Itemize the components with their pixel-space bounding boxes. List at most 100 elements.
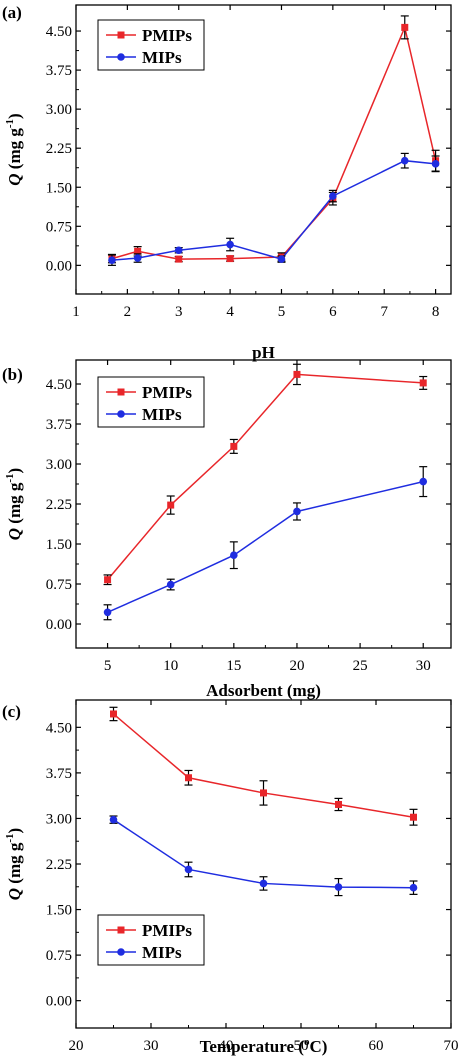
data-point [104,576,112,584]
data-point [260,789,267,797]
x-tick-label: 40 [219,1038,234,1054]
data-point [166,580,175,589]
data-point [293,507,301,516]
x-tick-label: 25 [353,658,368,674]
legend-box [97,914,205,966]
x-axis-title: Temperature (oC) [200,1036,328,1056]
x-tick-label: 20 [69,1038,84,1054]
x-tick-label: 1 [72,304,80,320]
x-tick-label: 3 [175,304,183,320]
x-axis-title: pH [252,343,275,362]
data-point [230,551,238,559]
legend-marker [117,31,125,39]
data-point [110,710,117,718]
data-point [335,800,342,808]
legend-label: PMIPs [142,383,192,402]
chart-panel-a: (a) 1 2 3 4 5 6 7 8 0.00 0.75 1.50 2.25 3.00 3.75 4.50 Q… [2,3,452,362]
legend-marker [117,948,125,956]
data-point [134,247,142,255]
y-tick-label: 0.00 [46,258,72,274]
plot-frame [75,4,452,295]
data-point [329,192,337,200]
legend: PMIPs MIPs [97,376,205,428]
y-tick-label: 1.50 [46,537,72,553]
y-tick-label: 1.50 [46,903,72,919]
plot-frame [75,699,452,1029]
data-point [108,256,116,264]
x-tick-label: 8 [432,304,440,320]
y-tick-label: 0.00 [46,617,72,633]
series-line [111,159,436,261]
y-tick-label: 3.75 [46,63,72,79]
data-point [409,883,418,892]
y-tick-label: 0.00 [46,994,72,1010]
y-axis-title: Q (mg g-1) [4,468,24,540]
chart-panel-c: (c) 20 30 40 50 60 70 0.00 0.75 1.50 2.25 3.00 3.75 4… [2,699,459,1056]
panel-label: (a) [2,3,22,22]
panel-label: (b) [2,365,23,384]
y-axis-title: Q (mg g-1) [4,113,24,185]
data-point [230,442,238,450]
x-tick-label: 4 [226,304,234,320]
y-tick-label: 0.75 [46,577,72,593]
data-point [293,370,301,378]
legend-label: MIPs [142,48,182,67]
data-point [226,255,234,263]
series-mips [107,152,440,266]
series-line [111,24,437,260]
x-tick-label: 7 [380,304,388,320]
x-tick-label: 30 [144,1038,159,1054]
data-point [401,23,409,31]
legend-label: PMIPs [142,921,192,940]
series-pmips [103,363,428,586]
y-tick-label: 2.25 [46,141,72,157]
y-tick-label: 0.75 [46,948,72,964]
data-point [334,883,343,891]
legend: PMIPs MIPs [97,914,205,966]
y-tick-label: 3.00 [46,102,72,118]
y-tick-label: 3.00 [46,811,72,827]
legend-box [97,376,205,428]
y-tick-label: 1.50 [46,180,72,196]
legend: PMIPs MIPs [97,19,205,71]
y-tick-label: 4.50 [46,24,72,40]
y-tick-label: 0.75 [46,219,72,235]
series-mips [103,466,428,621]
data-point [259,879,268,888]
x-tick-label: 6 [329,304,337,320]
y-tick-label: 4.50 [46,377,72,393]
x-tick-label: 10 [163,658,178,674]
data-point [400,156,409,165]
data-point [226,240,234,249]
data-point [431,160,440,168]
y-tick-label: 4.50 [46,720,72,736]
x-tick-label: 60 [369,1038,384,1054]
legend-marker [117,388,125,396]
legend-marker [117,53,125,61]
x-tick-label: 15 [226,658,241,674]
series-mips [109,815,418,897]
x-tick-label: 20 [289,658,304,674]
data-point [419,477,428,486]
x-tick-label: 5 [104,658,112,674]
data-point [419,379,427,387]
legend-box [97,19,205,71]
data-point [277,255,286,263]
chart-panel-b: (b) 5 10 15 20 25 30 0.00 0.75 1.50 2.25 3.00 3.75 4.… [2,359,452,700]
y-tick-label: 2.25 [46,497,72,513]
data-point [103,608,112,617]
x-tick-label: 5 [278,304,286,320]
legend-label: MIPs [142,405,182,424]
data-point [185,774,192,782]
y-tick-label: 2.25 [46,857,72,873]
legend-label: MIPs [142,943,182,962]
panel-label: (c) [2,702,21,721]
data-point [175,255,183,263]
series-pmips [109,706,418,826]
y-tick-label: 3.75 [46,417,72,433]
x-tick-label: 2 [124,304,132,320]
data-point [109,815,118,824]
y-axis-title: Q (mg g-1) [4,828,24,900]
data-point [410,813,417,821]
